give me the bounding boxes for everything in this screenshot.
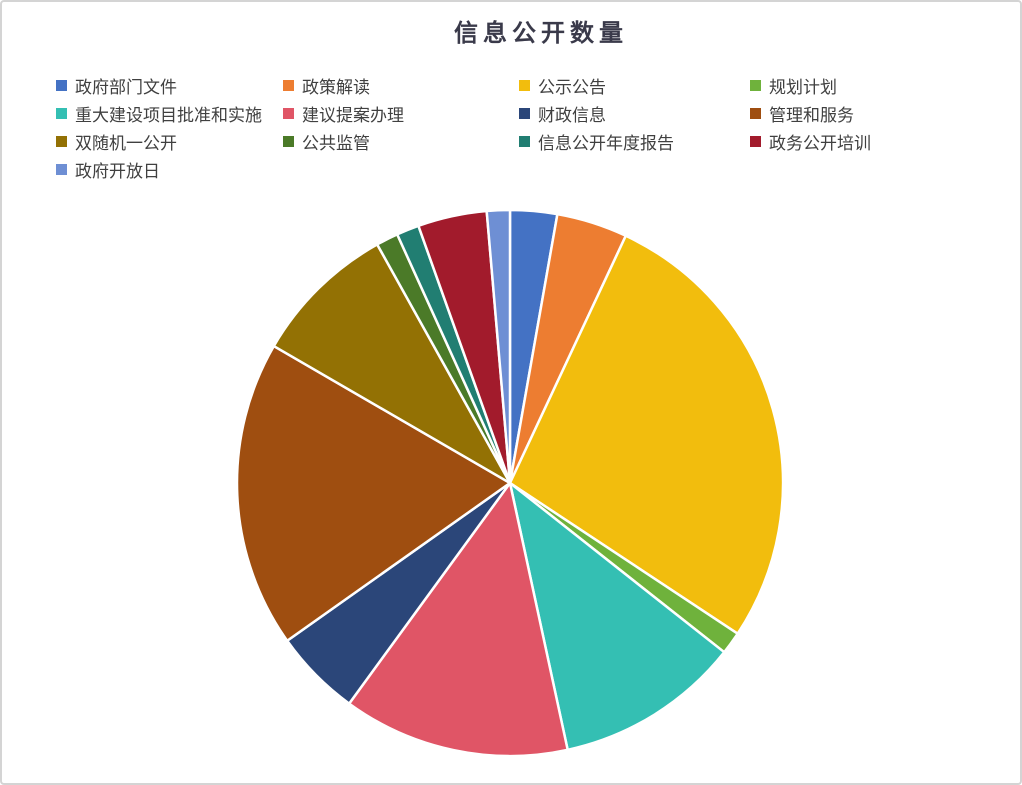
legend-item-label: 财政信息 (538, 105, 606, 126)
legend-item[interactable]: 建议提案办理 (283, 99, 519, 127)
legend-item-label: 政府部门文件 (75, 77, 177, 98)
legend-item-label: 政府开放日 (75, 161, 160, 182)
legend-item-label: 公示公告 (538, 77, 606, 98)
legend-item[interactable]: 财政信息 (519, 99, 750, 127)
pie-slice[interactable] (508, 234, 785, 635)
legend-item[interactable]: 公示公告 (519, 71, 750, 99)
legend-swatch-icon (283, 135, 294, 147)
chart-title: 信息公开数量 (454, 18, 628, 47)
legend-item-label: 管理和服务 (769, 105, 854, 126)
legend-swatch-icon (750, 107, 761, 119)
legend-item[interactable]: 政府部门文件 (56, 71, 283, 99)
legend: 政府部门文件 政策解读 公示公告 规划计划重大建设项目批准和实施 建议提案办理 财政信息 管… (56, 71, 1002, 183)
pie-slice[interactable] (508, 481, 726, 752)
legend-item-label: 双随机一公开 (75, 133, 177, 154)
legend-item-label: 政务公开培训 (769, 133, 871, 154)
legend-swatch-icon (519, 79, 530, 91)
legend-item[interactable]: 政策解读 (283, 71, 519, 99)
legend-swatch-icon (56, 107, 67, 119)
legend-item-label: 公共监管 (302, 133, 370, 154)
legend-item[interactable]: 重大建设项目批准和实施 (56, 99, 283, 127)
legend-swatch-icon (56, 135, 67, 147)
legend-item[interactable]: 规划计划 (750, 71, 1002, 99)
pie-slice[interactable] (485, 208, 512, 485)
legend-item-label: 规划计划 (769, 77, 837, 98)
legend-swatch-icon (283, 79, 294, 91)
legend-item[interactable]: 政府开放日 (56, 155, 283, 183)
legend-swatch-icon (56, 79, 67, 91)
legend-swatch-icon (519, 135, 530, 147)
legend-item[interactable]: 管理和服务 (750, 99, 1002, 127)
legend-swatch-icon (56, 163, 67, 175)
legend-item-label: 建议提案办理 (302, 105, 404, 126)
legend-item-label: 信息公开年度报告 (538, 133, 674, 154)
legend-swatch-icon (519, 107, 530, 119)
pie-slice[interactable] (347, 481, 569, 758)
legend-item[interactable]: 公共监管 (283, 127, 519, 155)
legend-item-label: 政策解读 (302, 77, 370, 98)
legend-item[interactable]: 政务公开培训 (750, 127, 1002, 155)
legend-swatch-icon (750, 79, 761, 91)
legend-item[interactable]: 双随机一公开 (56, 127, 283, 155)
legend-swatch-icon (750, 135, 761, 147)
pie-slice[interactable] (235, 344, 512, 643)
legend-item[interactable]: 信息公开年度报告 (519, 127, 750, 155)
legend-item-label: 重大建设项目批准和实施 (75, 105, 262, 126)
legend-swatch-icon (283, 107, 294, 119)
pie-slice[interactable] (272, 243, 512, 485)
